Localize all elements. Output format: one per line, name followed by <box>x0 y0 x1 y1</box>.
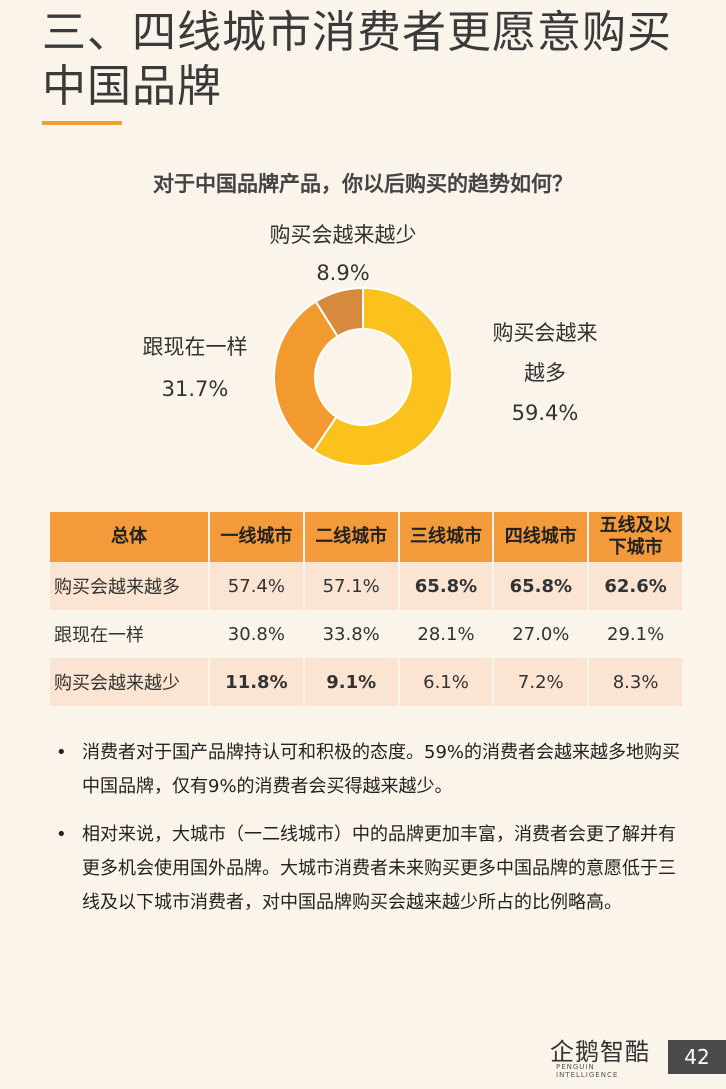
donut-slice-0 <box>312 286 453 467</box>
donut-svg <box>273 286 453 467</box>
label-same: 跟现在一样 <box>142 335 248 359</box>
bullet-item: • 消费者对于国产品牌持认可和积极的态度。59%的消费者会越来越多地购买中国品牌… <box>56 736 686 804</box>
row-label: 跟现在一样 <box>50 610 210 658</box>
table-cell: 28.1% <box>399 610 495 658</box>
label-more-line1: 购买会越来 <box>492 321 598 345</box>
row-label: 购买会越来越少 <box>50 658 210 706</box>
table-row: 跟现在一样 30.8% 33.8% 28.1% 27.0% 29.1% <box>50 610 684 658</box>
header-tier5: 五线及以 下城市 <box>589 512 684 562</box>
bullet-list: • 消费者对于国产品牌持认可和积极的态度。59%的消费者会越来越多地购买中国品牌… <box>56 736 686 934</box>
table-row: 购买会越来越多 57.4% 57.1% 65.8% 65.8% 62.6% <box>50 562 684 610</box>
bullet-dot-icon: • <box>56 742 67 763</box>
bullet-text: 消费者对于国产品牌持认可和积极的态度。59%的消费者会越来越多地购买中国品牌，仅… <box>82 742 681 797</box>
table-cell: 6.1% <box>399 658 495 706</box>
page-title: 三、四线城市消费者更愿意购买中国品牌 <box>42 7 672 112</box>
table-cell: 11.8% <box>210 658 305 706</box>
table-cell: 29.1% <box>589 610 684 658</box>
label-less-pct: 8.9% <box>316 261 370 285</box>
table-cell: 62.6% <box>589 562 684 610</box>
bullet-dot-icon: • <box>56 824 67 845</box>
table-cell: 57.4% <box>210 562 305 610</box>
label-more-pct: 59.4% <box>511 401 579 425</box>
chart-question: 对于中国品牌产品，你以后购买的趋势如何？ <box>153 172 573 196</box>
donut-slice-2 <box>314 286 364 338</box>
title-underline <box>42 121 122 125</box>
table-cell: 8.3% <box>589 658 684 706</box>
table-cell: 65.8% <box>399 562 495 610</box>
table-cell: 65.8% <box>494 562 590 610</box>
header-tier2: 二线城市 <box>304 512 400 562</box>
logo-subtitle: PENGUIN INTELLIGENCE <box>556 1063 619 1079</box>
table-cell: 9.1% <box>304 658 400 706</box>
penguin-intelligence-logo: 企鹅智酷 PENGUIN INTELLIGENCE <box>550 1032 660 1079</box>
header-tier4: 四线城市 <box>494 512 590 562</box>
header-tier5-text: 五线及以 下城市 <box>599 515 672 558</box>
table-cell: 57.1% <box>304 562 400 610</box>
city-tier-table: 总体 一线城市 二线城市 三线城市 四线城市 五线及以 下城市 购买会越来越多 5… <box>50 512 684 706</box>
donut-chart: 购买会越来越少 8.9% 跟现在一样 31.7% 购买会越来 越多 59.4% <box>0 215 726 495</box>
logo-name: 企鹅智酷 <box>550 1038 650 1066</box>
label-less: 购买会越来越少 <box>269 223 417 247</box>
page-number: 42 <box>668 1040 726 1074</box>
table-cell: 27.0% <box>494 610 590 658</box>
table-cell: 33.8% <box>304 610 400 658</box>
label-more-line2: 越多 <box>524 361 566 385</box>
bullet-item: • 相对来说，大城市（一二线城市）中的品牌更加丰富，消费者会更了解并有更多机会使… <box>56 818 686 920</box>
table-row: 购买会越来越少 11.8% 9.1% 6.1% 7.2% 8.3% <box>50 658 684 706</box>
label-same-pct: 31.7% <box>161 377 229 401</box>
table-header-row: 总体 一线城市 二线城市 三线城市 四线城市 五线及以 下城市 <box>50 512 684 562</box>
table-cell: 30.8% <box>210 610 305 658</box>
header-overall: 总体 <box>50 512 210 562</box>
donut-slice-1 <box>273 300 339 453</box>
bullet-text: 相对来说，大城市（一二线城市）中的品牌更加丰富，消费者会更了解并有更多机会使用国… <box>82 824 676 913</box>
header-tier1: 一线城市 <box>210 512 305 562</box>
row-label: 购买会越来越多 <box>50 562 210 610</box>
header-tier3: 三线城市 <box>399 512 495 562</box>
table-cell: 7.2% <box>494 658 590 706</box>
